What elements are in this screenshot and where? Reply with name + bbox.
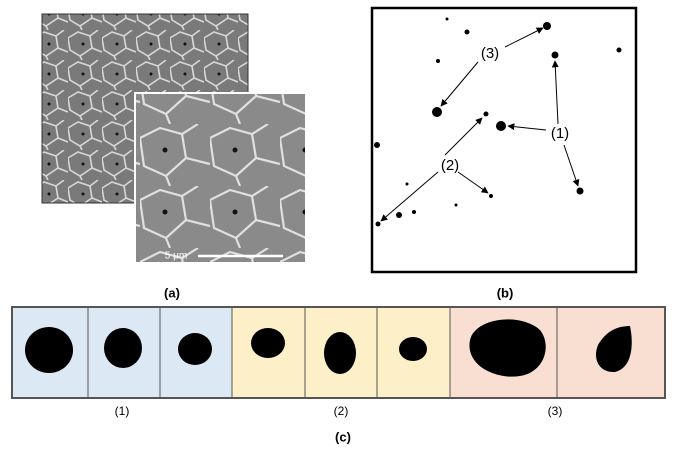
label-1: (1) — [551, 125, 569, 142]
micrograph-front — [134, 92, 307, 264]
group-label-3: (3) — [548, 404, 563, 418]
label-3: (3) — [481, 45, 499, 62]
panel-c — [11, 306, 666, 399]
label-2: (2) — [441, 157, 459, 174]
caption-a: (a) — [164, 285, 180, 300]
group-label-2: (2) — [334, 404, 349, 418]
scale-label: 5 μm — [165, 251, 187, 262]
caption-b: (b) — [497, 285, 514, 300]
panel-b: (3) (1) (2) — [370, 6, 638, 274]
group-label-1: (1) — [115, 404, 130, 418]
caption-c: (c) — [335, 429, 351, 444]
panel-a: 5 μm — [41, 13, 307, 264]
